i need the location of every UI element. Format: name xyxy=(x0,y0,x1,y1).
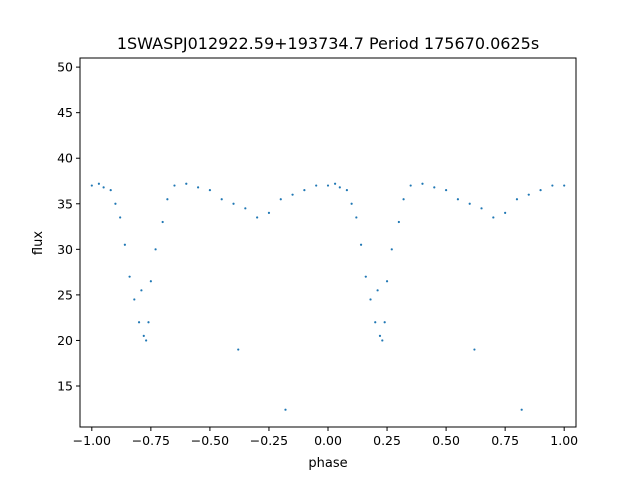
data-point-35 xyxy=(338,186,341,189)
data-point-27 xyxy=(267,211,271,214)
y-axis-ticks: 15 20 25 30 35 40 45 50 xyxy=(57,60,80,394)
y-tick-label: 35 xyxy=(57,196,73,211)
data-point-3 xyxy=(109,189,112,192)
data-point-50 xyxy=(402,198,405,201)
y-tick-label: 15 xyxy=(57,379,73,394)
data-point-12 xyxy=(145,339,148,342)
data-point-45 xyxy=(381,339,384,342)
data-point-54 xyxy=(444,189,448,192)
data-point-18 xyxy=(173,184,176,187)
data-point-29 xyxy=(284,408,287,411)
y-tick-label: 30 xyxy=(57,242,73,257)
y-tick-label: 25 xyxy=(57,287,73,302)
data-point-13 xyxy=(147,321,150,324)
data-point-7 xyxy=(128,275,131,278)
x-tick-label: 1.00 xyxy=(550,433,578,448)
data-point-66 xyxy=(563,184,566,187)
data-point-39 xyxy=(359,243,363,246)
data-point-38 xyxy=(355,216,358,219)
data-point-24 xyxy=(237,348,240,351)
data-point-15 xyxy=(154,248,157,251)
data-point-8 xyxy=(133,298,136,301)
x-tick-label: −0.75 xyxy=(132,433,170,448)
data-point-57 xyxy=(473,348,476,351)
data-point-61 xyxy=(515,198,519,201)
x-tick-label: 0.50 xyxy=(432,433,460,448)
data-point-23 xyxy=(232,202,235,205)
y-tick-label: 45 xyxy=(57,105,73,120)
data-point-34 xyxy=(333,182,337,185)
data-point-33 xyxy=(326,184,330,187)
chart-title: 1SWASPJ012922.59+193734.7 Period 175670.… xyxy=(117,34,539,53)
x-tick-label: 0.00 xyxy=(314,433,342,448)
data-point-20 xyxy=(196,186,200,189)
data-point-59 xyxy=(492,216,495,219)
data-point-36 xyxy=(345,189,348,192)
data-point-2 xyxy=(102,186,105,189)
data-point-48 xyxy=(390,248,393,251)
data-point-41 xyxy=(369,298,372,301)
data-point-47 xyxy=(385,280,389,283)
scatter-points xyxy=(90,182,566,411)
x-tick-label: 0.75 xyxy=(491,433,519,448)
x-tick-label: −1.00 xyxy=(73,433,111,448)
x-tick-label: −0.25 xyxy=(250,433,288,448)
data-point-25 xyxy=(244,207,247,210)
x-tick-label: 0.25 xyxy=(373,433,401,448)
data-point-58 xyxy=(480,207,483,210)
plot-frame xyxy=(79,57,577,428)
data-point-19 xyxy=(185,182,188,185)
data-point-28 xyxy=(279,198,282,201)
data-point-51 xyxy=(409,184,412,187)
data-point-22 xyxy=(220,198,223,201)
data-point-5 xyxy=(119,216,122,219)
data-point-44 xyxy=(378,334,382,337)
data-point-21 xyxy=(208,189,212,192)
x-axis-label: phase xyxy=(308,456,347,471)
data-point-17 xyxy=(166,198,169,201)
data-point-11 xyxy=(142,334,145,337)
y-tick-label: 50 xyxy=(57,60,73,75)
data-point-6 xyxy=(123,243,126,246)
data-point-53 xyxy=(433,186,436,189)
y-axis-label: flux xyxy=(31,231,46,255)
data-point-52 xyxy=(421,182,424,185)
data-point-31 xyxy=(303,189,306,192)
data-point-16 xyxy=(161,220,164,224)
data-point-63 xyxy=(527,193,530,196)
data-point-26 xyxy=(256,216,259,219)
data-point-0 xyxy=(90,184,93,187)
data-point-30 xyxy=(291,193,294,196)
data-point-49 xyxy=(397,220,400,224)
data-point-56 xyxy=(468,202,471,205)
data-point-62 xyxy=(520,408,523,411)
data-point-60 xyxy=(504,211,507,214)
x-axis-ticks: −1.00 −0.75 −0.50 −0.25 0.00 0.25 0.50 0.75 1.00 xyxy=(73,427,578,448)
data-point-37 xyxy=(350,202,353,205)
y-tick-label: 20 xyxy=(57,333,73,348)
data-point-40 xyxy=(364,275,367,278)
data-point-14 xyxy=(149,280,152,283)
data-point-65 xyxy=(551,184,554,187)
data-point-10 xyxy=(140,289,143,292)
data-point-64 xyxy=(539,189,542,192)
y-tick-label: 40 xyxy=(57,151,73,166)
data-point-43 xyxy=(376,289,379,292)
data-point-42 xyxy=(374,321,377,324)
data-point-1 xyxy=(97,182,100,185)
data-point-55 xyxy=(456,198,460,201)
data-point-46 xyxy=(383,321,386,324)
data-point-4 xyxy=(114,202,117,205)
data-point-9 xyxy=(137,321,141,324)
x-tick-label: −0.50 xyxy=(191,433,229,448)
data-point-32 xyxy=(315,184,318,187)
